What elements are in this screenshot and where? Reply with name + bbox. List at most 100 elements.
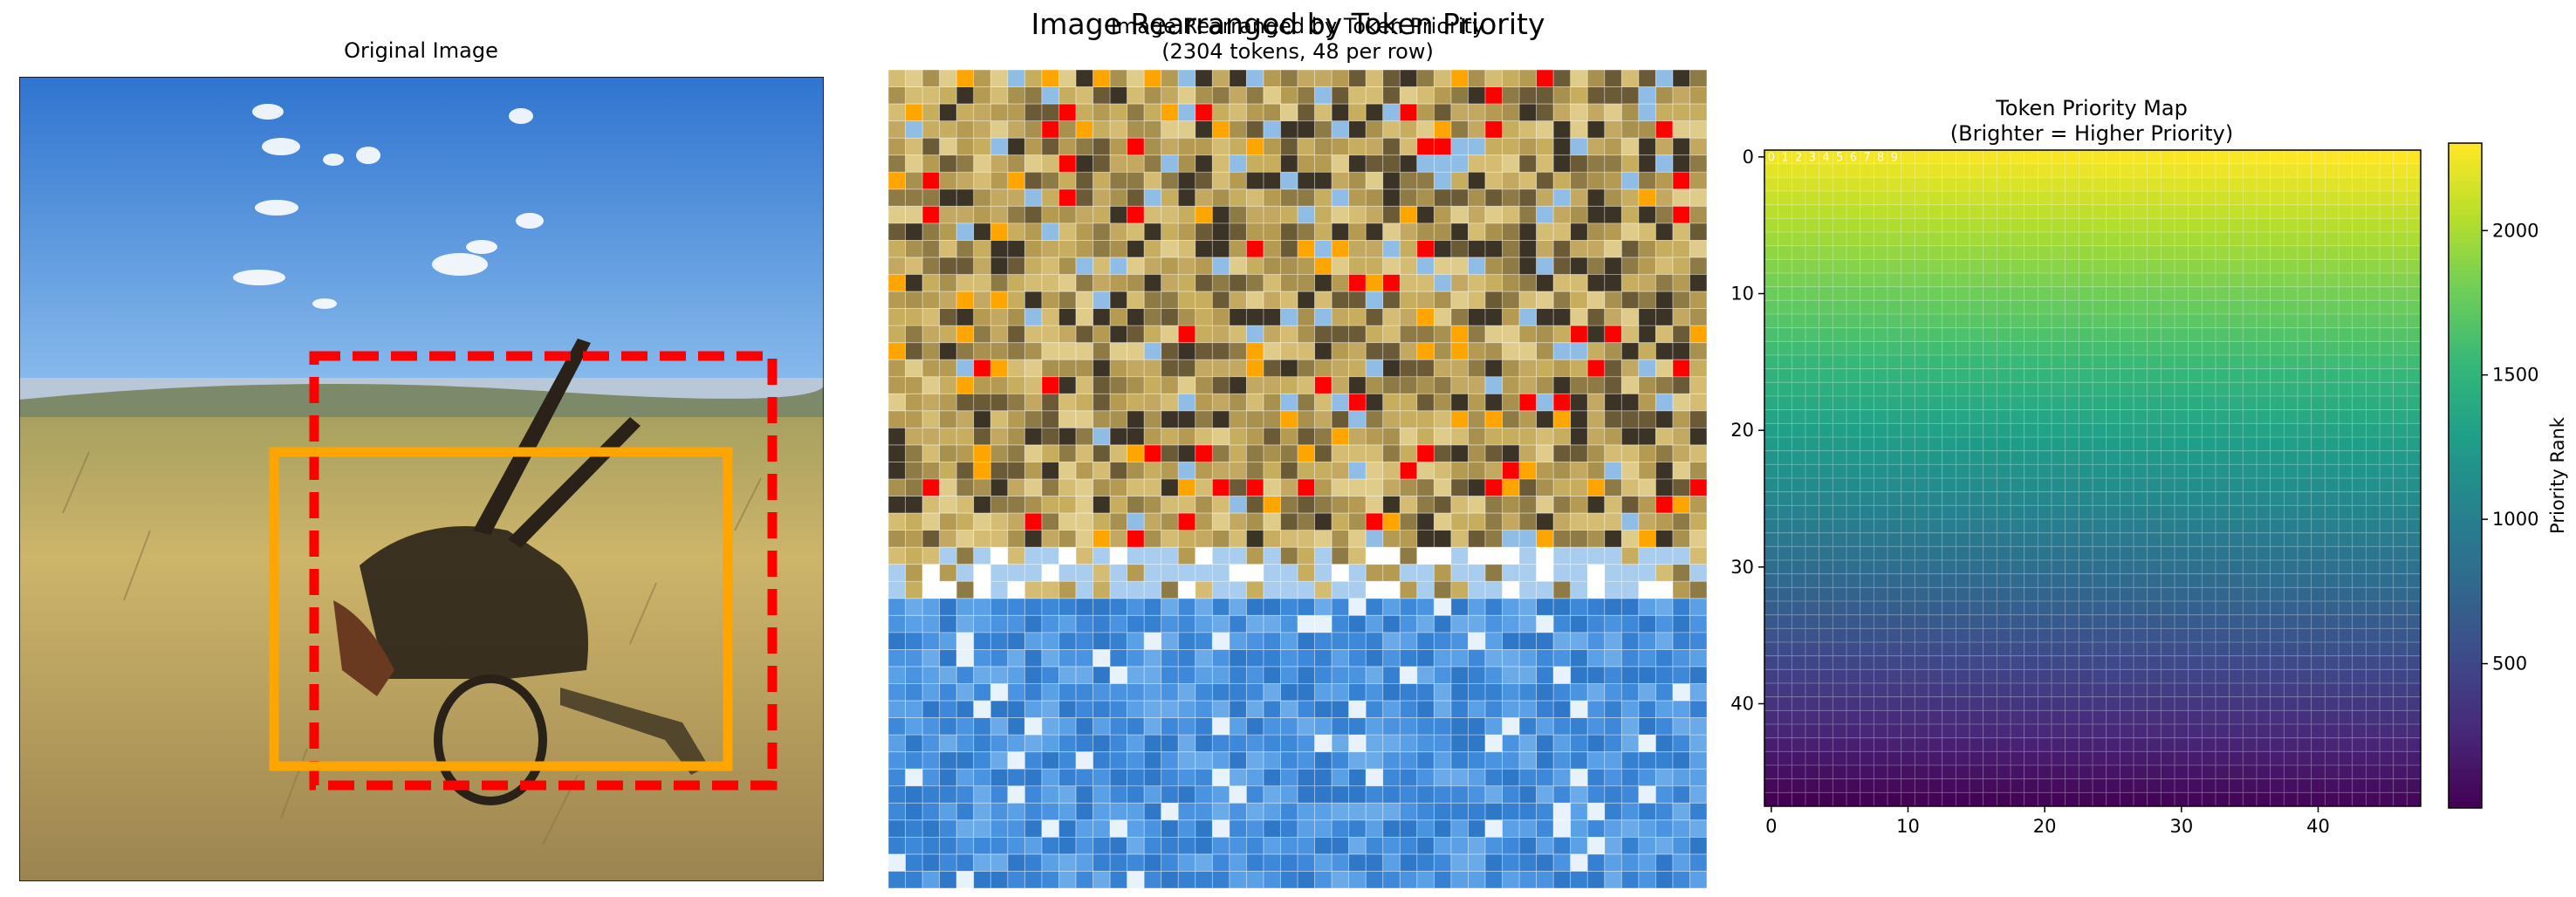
token-tile xyxy=(1246,871,1264,888)
heatmap-cell xyxy=(2147,710,2162,725)
heatmap-cell xyxy=(1887,259,1901,274)
heatmap-cell xyxy=(2134,601,2148,615)
heatmap-cell xyxy=(1833,778,1847,793)
heatmap-cell xyxy=(1792,327,1806,342)
heatmap-cell xyxy=(1805,218,1819,233)
heatmap-cell xyxy=(2065,150,2079,164)
heatmap-cell xyxy=(2311,218,2326,233)
heatmap-cell xyxy=(1805,560,1819,574)
token-tile xyxy=(888,104,906,121)
token-tile xyxy=(1400,803,1418,821)
token-tile xyxy=(1382,547,1401,565)
heatmap-cell xyxy=(2284,232,2299,246)
heatmap-cell xyxy=(2366,683,2381,697)
heatmap-cell xyxy=(1764,751,1778,766)
heatmap-cell xyxy=(2175,587,2189,602)
heatmap-cell xyxy=(2257,286,2271,301)
heatmap-cell xyxy=(1792,286,1806,301)
heatmap-cell xyxy=(1860,573,1874,588)
heatmap-cell xyxy=(1846,587,1860,602)
heatmap-cell xyxy=(2393,478,2408,492)
heatmap-cell xyxy=(2339,765,2353,779)
x-tick-label: 20 xyxy=(2033,816,2057,837)
token-tile xyxy=(1382,632,1401,650)
heatmap-cell xyxy=(2284,724,2299,738)
token-tile xyxy=(888,853,906,872)
heatmap-cell xyxy=(2202,437,2216,451)
token-tile xyxy=(1280,188,1298,207)
heatmap-cell xyxy=(2052,546,2066,561)
token-tile xyxy=(1366,785,1384,804)
heatmap-cell xyxy=(1901,437,1915,451)
heatmap-cell xyxy=(2380,177,2394,192)
token-tile xyxy=(1638,615,1656,633)
heatmap-cell xyxy=(2024,669,2038,684)
heatmap-cell xyxy=(2093,765,2107,779)
heatmap-cell xyxy=(2311,587,2326,602)
heatmap-cell xyxy=(1915,341,1929,356)
token-tile xyxy=(1484,138,1503,156)
heatmap-cell xyxy=(2366,778,2381,793)
heatmap-cell xyxy=(2311,710,2326,725)
token-tile xyxy=(1484,70,1503,87)
token-tile xyxy=(1450,701,1469,718)
heatmap-cell xyxy=(1970,696,1983,711)
heatmap-cell xyxy=(2257,683,2271,697)
token-tile xyxy=(1075,735,1093,752)
heatmap-cell xyxy=(2161,792,2175,807)
token-tile xyxy=(1110,751,1127,770)
heatmap-cell xyxy=(2366,532,2381,547)
token-tile xyxy=(1178,598,1196,616)
heatmap-cell xyxy=(2106,655,2120,670)
token-tile xyxy=(1621,819,1640,838)
heatmap-cell xyxy=(2243,683,2257,697)
token-tile xyxy=(1127,394,1145,412)
token-tile xyxy=(1366,104,1384,121)
token-tile xyxy=(1519,649,1537,668)
heatmap-cell xyxy=(2270,792,2285,807)
token-tile xyxy=(1519,479,1537,496)
token-tile xyxy=(939,86,957,105)
heatmap-cell xyxy=(2393,614,2408,629)
heatmap-cell xyxy=(2229,491,2244,506)
token-tile xyxy=(990,274,1009,292)
heatmap-cell xyxy=(2311,355,2326,369)
token-tile xyxy=(1041,291,1059,309)
token-tile xyxy=(1604,70,1622,87)
heatmap-cell xyxy=(2393,300,2408,315)
token-tile xyxy=(1621,70,1640,87)
rearranged-title: Image Rearranged by Token Priority (2304… xyxy=(1110,14,1485,64)
token-tile xyxy=(1468,359,1486,378)
heatmap-cell xyxy=(2052,560,2066,574)
heatmap-cell xyxy=(1901,163,1915,178)
heatmap-cell xyxy=(1846,382,1860,397)
token-tile xyxy=(1621,649,1640,668)
heatmap-cell xyxy=(1860,423,1874,438)
heatmap-cell xyxy=(1942,218,1956,233)
token-tile xyxy=(1570,803,1588,821)
token-tile xyxy=(1502,410,1520,428)
heatmap-cell xyxy=(1805,177,1819,192)
heatmap-cell xyxy=(1929,505,1942,520)
token-tile xyxy=(1195,819,1213,838)
heatmap-cell xyxy=(2147,751,2162,766)
token-tile xyxy=(1348,717,1367,736)
token-tile xyxy=(939,342,957,360)
heatmap-cell xyxy=(2325,587,2340,602)
heatmap-cell xyxy=(2188,655,2203,670)
token-tile xyxy=(1348,342,1367,360)
heatmap-cell xyxy=(2106,505,2120,520)
token-tile xyxy=(905,359,923,378)
token-tile xyxy=(1553,206,1571,224)
token-tile xyxy=(905,376,923,394)
token-tile xyxy=(1144,325,1161,343)
token-tile xyxy=(1366,240,1384,258)
heatmap-cell xyxy=(1956,751,1970,766)
token-tile xyxy=(1450,223,1469,241)
heatmap-cell xyxy=(1792,218,1806,233)
token-tile xyxy=(1604,86,1622,105)
heatmap-cell xyxy=(1833,737,1847,752)
heatmap-cell xyxy=(2298,505,2312,520)
token-tile xyxy=(922,496,940,514)
token-tile xyxy=(1058,530,1077,548)
